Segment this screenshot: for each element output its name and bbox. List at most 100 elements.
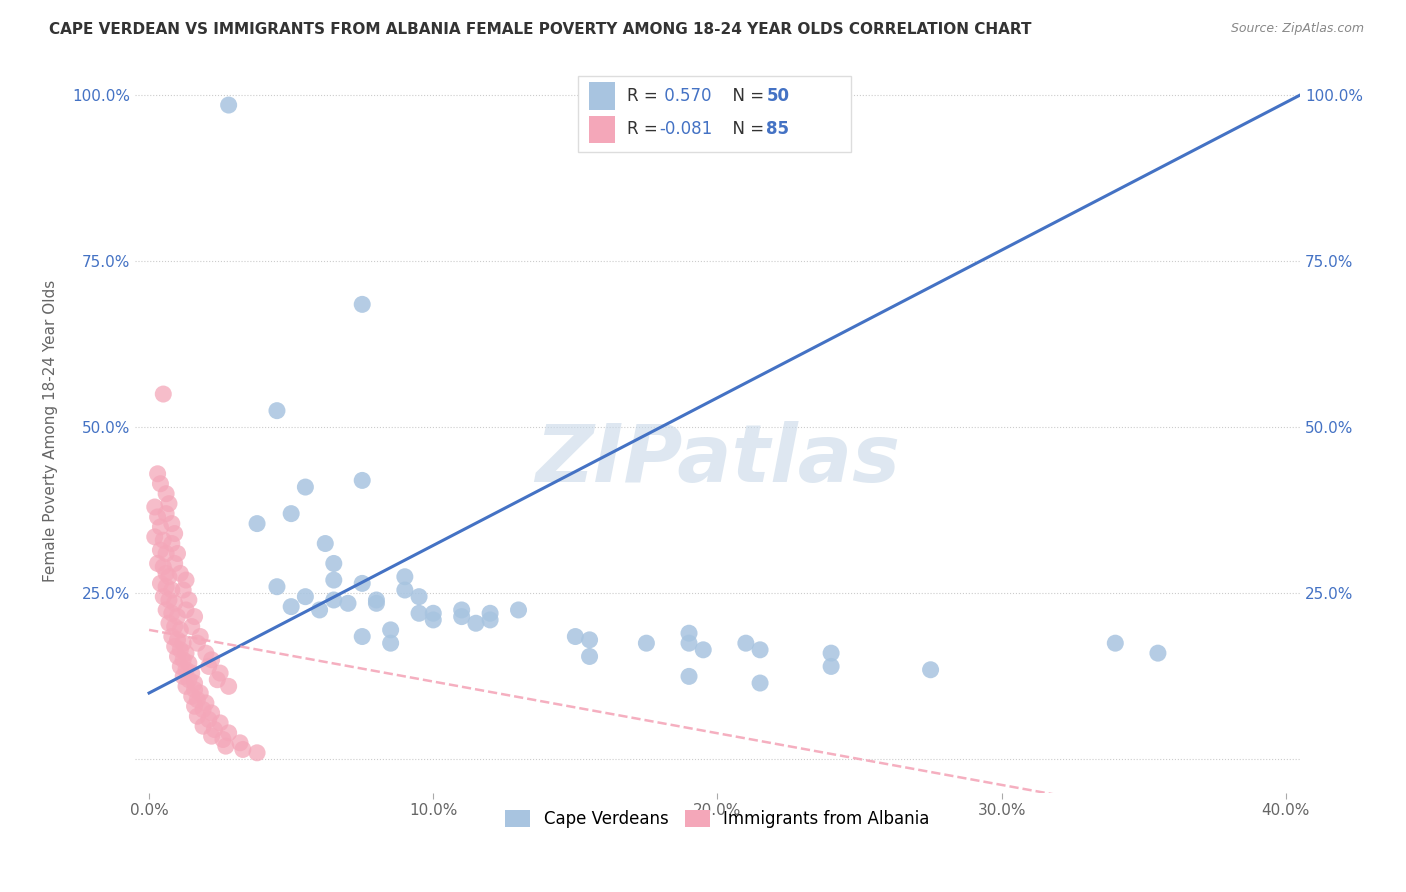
- Point: [160, 630, 183, 644]
- Point: [308, 603, 330, 617]
- Point: [200, 706, 222, 720]
- Point: [163, 596, 186, 610]
- Legend: Cape Verdeans, Immigrants from Albania: Cape Verdeans, Immigrants from Albania: [499, 804, 936, 835]
- Text: Source: ZipAtlas.com: Source: ZipAtlas.com: [1230, 22, 1364, 36]
- Point: [564, 630, 586, 644]
- Point: [207, 673, 229, 687]
- Point: [155, 547, 177, 561]
- Point: [155, 507, 177, 521]
- Point: [212, 732, 235, 747]
- Point: [204, 723, 226, 737]
- Point: [1104, 636, 1126, 650]
- Point: [163, 619, 186, 633]
- Point: [166, 609, 188, 624]
- Point: [152, 559, 174, 574]
- Point: [1147, 646, 1170, 660]
- Point: [163, 526, 186, 541]
- Point: [166, 547, 188, 561]
- Point: [266, 580, 288, 594]
- Point: [180, 690, 202, 704]
- Point: [188, 630, 211, 644]
- Point: [172, 669, 194, 683]
- Point: [169, 659, 191, 673]
- Point: [177, 593, 200, 607]
- Point: [174, 663, 197, 677]
- Point: [678, 626, 700, 640]
- Point: [820, 659, 842, 673]
- Point: [157, 497, 180, 511]
- Point: [578, 649, 600, 664]
- Point: [218, 98, 240, 112]
- Point: [155, 486, 177, 500]
- Point: [479, 613, 502, 627]
- Point: [294, 480, 316, 494]
- Point: [169, 566, 191, 581]
- Point: [394, 570, 416, 584]
- Text: N =: N =: [723, 87, 769, 105]
- Point: [322, 573, 344, 587]
- Point: [294, 590, 316, 604]
- Point: [578, 632, 600, 647]
- Point: [749, 676, 772, 690]
- Point: [155, 566, 177, 581]
- Point: [152, 387, 174, 401]
- Point: [191, 703, 214, 717]
- Point: [172, 653, 194, 667]
- Point: [183, 609, 205, 624]
- Point: [186, 692, 208, 706]
- Point: [322, 557, 344, 571]
- Point: [149, 576, 172, 591]
- Point: [180, 666, 202, 681]
- Point: [180, 619, 202, 633]
- Point: [166, 649, 188, 664]
- Point: [380, 636, 402, 650]
- Point: [314, 536, 336, 550]
- Point: [450, 609, 472, 624]
- Text: CAPE VERDEAN VS IMMIGRANTS FROM ALBANIA FEMALE POVERTY AMONG 18-24 YEAR OLDS COR: CAPE VERDEAN VS IMMIGRANTS FROM ALBANIA …: [49, 22, 1032, 37]
- Point: [186, 709, 208, 723]
- Point: [188, 686, 211, 700]
- Point: [352, 297, 374, 311]
- Point: [146, 467, 169, 481]
- Point: [194, 646, 217, 660]
- Point: [174, 679, 197, 693]
- Point: [422, 613, 444, 627]
- Point: [163, 557, 186, 571]
- Point: [229, 736, 252, 750]
- Point: [149, 476, 172, 491]
- Point: [366, 596, 388, 610]
- Point: [146, 510, 169, 524]
- Point: [209, 666, 232, 681]
- Point: [352, 630, 374, 644]
- Point: [155, 603, 177, 617]
- Point: [160, 582, 183, 597]
- Point: [177, 656, 200, 670]
- Point: [246, 746, 269, 760]
- Point: [194, 696, 217, 710]
- Y-axis label: Female Poverty Among 18-24 Year Olds: Female Poverty Among 18-24 Year Olds: [44, 279, 58, 582]
- Point: [749, 642, 772, 657]
- Point: [820, 646, 842, 660]
- Text: 85: 85: [766, 120, 789, 138]
- Text: 0.570: 0.570: [659, 87, 711, 105]
- Point: [380, 623, 402, 637]
- Point: [734, 636, 756, 650]
- Point: [155, 580, 177, 594]
- Point: [479, 607, 502, 621]
- Point: [172, 636, 194, 650]
- Point: [218, 726, 240, 740]
- Point: [186, 636, 208, 650]
- Point: [149, 543, 172, 558]
- Point: [183, 682, 205, 697]
- Point: [143, 500, 166, 514]
- Text: R =: R =: [627, 87, 662, 105]
- Point: [174, 646, 197, 660]
- Point: [152, 533, 174, 548]
- Point: [160, 536, 183, 550]
- Point: [157, 616, 180, 631]
- Text: ZIPatlas: ZIPatlas: [534, 420, 900, 499]
- Point: [197, 713, 219, 727]
- Point: [508, 603, 530, 617]
- FancyBboxPatch shape: [589, 82, 614, 110]
- Point: [160, 516, 183, 531]
